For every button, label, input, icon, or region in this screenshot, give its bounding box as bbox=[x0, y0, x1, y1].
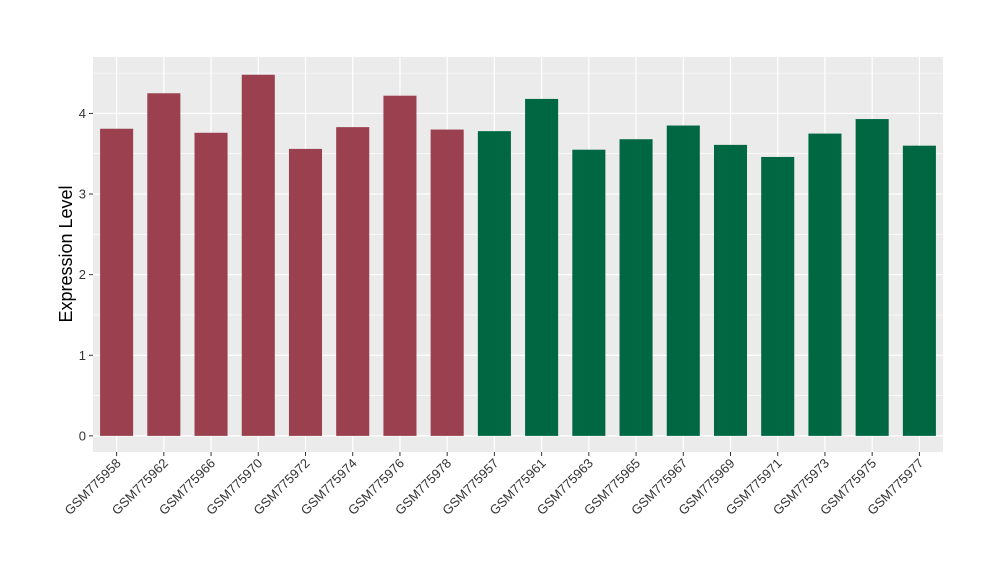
y-axis: 0 1 2 3 4 bbox=[79, 106, 93, 443]
y-tick-label: 1 bbox=[79, 348, 86, 363]
bar-GSM775977 bbox=[902, 145, 936, 436]
y-axis-title: Expression Level bbox=[56, 185, 76, 322]
bar-GSM775970 bbox=[241, 74, 275, 436]
bar-GSM775965 bbox=[619, 139, 653, 436]
bar-GSM775957 bbox=[477, 131, 511, 436]
bar-GSM775961 bbox=[525, 98, 559, 436]
bar-GSM775963 bbox=[572, 149, 606, 436]
bar-GSM775962 bbox=[147, 93, 181, 436]
y-tick-label: 0 bbox=[79, 428, 86, 443]
bar-GSM775958 bbox=[100, 128, 134, 436]
bar-GSM775973 bbox=[808, 133, 842, 436]
plot-panel bbox=[93, 57, 943, 452]
bar-GSM775969 bbox=[713, 144, 748, 436]
y-tick-label: 3 bbox=[79, 187, 86, 202]
y-tick-label: 2 bbox=[79, 267, 86, 282]
bar-GSM775976 bbox=[383, 95, 417, 436]
bar-GSM775974 bbox=[336, 127, 370, 436]
bar-GSM775975 bbox=[855, 119, 889, 436]
bar-GSM775972 bbox=[288, 148, 323, 436]
bar-GSM775967 bbox=[666, 125, 700, 436]
bar-GSM775971 bbox=[761, 156, 795, 436]
bar-GSM775978 bbox=[430, 129, 464, 436]
x-axis: GSM775958GSM775962GSM775966GSM775970GSM7… bbox=[62, 452, 927, 518]
minor-gridlines bbox=[93, 72, 943, 396]
bars bbox=[100, 74, 936, 436]
bar-GSM775966 bbox=[194, 132, 228, 436]
y-tick-label: 4 bbox=[79, 106, 86, 121]
